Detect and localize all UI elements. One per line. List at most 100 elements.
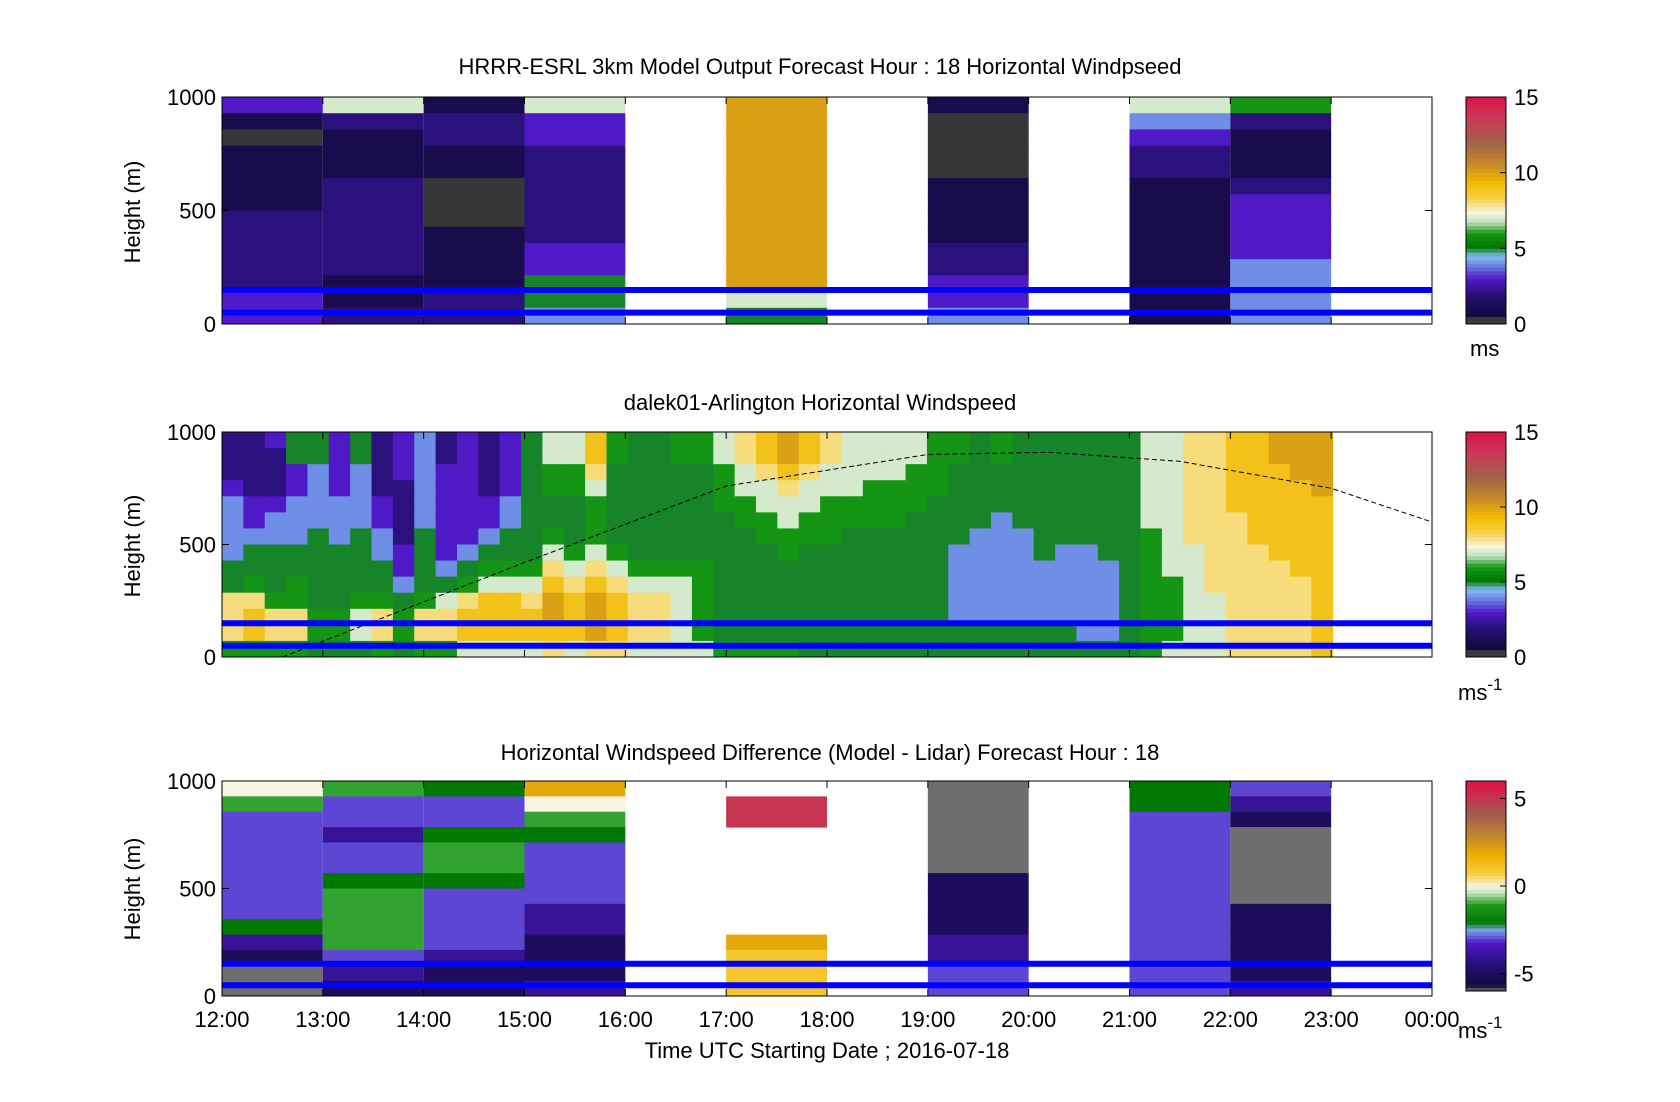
heatmap-cell — [350, 528, 372, 545]
heatmap-cell — [264, 464, 287, 481]
heatmap-cell — [478, 512, 501, 529]
heatmap-cell — [1097, 480, 1120, 497]
heatmap-cell — [820, 464, 842, 481]
heatmap-cell — [670, 528, 693, 545]
colorbar-swatch — [1466, 945, 1506, 950]
colorbar-swatch — [1466, 619, 1506, 624]
heatmap-cell — [1183, 512, 1206, 529]
heatmap-cell — [905, 480, 928, 497]
heatmap-cell — [286, 576, 308, 594]
heatmap-cell — [969, 544, 992, 562]
heatmap-cell — [435, 560, 458, 578]
heatmap-cell — [777, 528, 800, 545]
heatmap-cell — [777, 496, 800, 513]
colorbar-swatch — [1466, 858, 1506, 862]
heatmap-cell — [905, 544, 928, 562]
heatmap-cell — [435, 448, 458, 465]
heatmap-cell — [371, 480, 394, 497]
heatmap-cell — [478, 528, 501, 545]
heatmap-cell — [322, 242, 424, 260]
heatmap-cell — [1225, 432, 1248, 449]
heatmap-cell — [948, 528, 971, 545]
heatmap-cell — [1268, 592, 1291, 610]
heatmap-cell — [585, 496, 607, 513]
heatmap-cell — [1129, 903, 1231, 920]
heatmap-cell — [1183, 432, 1206, 449]
colorbar-swatch — [1466, 781, 1506, 785]
heatmap-cell — [726, 796, 827, 813]
heatmap-cell — [713, 496, 736, 513]
heatmap-cell — [435, 464, 458, 481]
colorbar-swatch — [1466, 499, 1506, 504]
heatmap-cell — [521, 544, 543, 562]
heatmap-cell — [1204, 576, 1227, 594]
colorbar-swatch — [1466, 949, 1506, 953]
panel-difference-y-ticks: 0 500 1000 — [167, 769, 1432, 1009]
colorbar-swatch — [1466, 942, 1506, 946]
heatmap-cell — [820, 624, 842, 642]
heatmap-cell — [670, 496, 693, 513]
heatmap-cell — [1183, 560, 1206, 578]
heatmap-cell — [322, 842, 424, 859]
heatmap-cell — [926, 592, 949, 610]
heatmap-cell — [542, 576, 565, 594]
x-tick-label: 12:00 — [194, 1007, 249, 1032]
heatmap-cell — [499, 448, 522, 465]
heatmap-cell — [905, 624, 928, 642]
heatmap-cell — [264, 432, 287, 449]
heatmap-cell — [1225, 544, 1248, 562]
heatmap-cell — [1247, 544, 1270, 562]
heatmap-cell — [1055, 528, 1077, 545]
heatmap-cell — [606, 496, 629, 513]
heatmap-cell — [991, 480, 1013, 497]
heatmap-cell — [1129, 129, 1231, 147]
heatmap-cell — [456, 464, 479, 481]
heatmap-cell — [478, 464, 501, 481]
heatmap-cell — [435, 512, 458, 529]
heatmap-cell — [286, 480, 308, 497]
heatmap-cell — [713, 576, 736, 594]
heatmap-cell — [563, 448, 586, 465]
heatmap-cell — [456, 512, 479, 529]
heatmap-cell — [456, 496, 479, 513]
heatmap-cell — [1161, 624, 1184, 642]
heatmap-cell — [1311, 592, 1334, 610]
y-tick-label: 0 — [204, 645, 216, 670]
heatmap-cell — [927, 965, 1029, 982]
colorbar-swatch — [1466, 131, 1506, 136]
heatmap-cell — [1140, 624, 1163, 642]
heatmap-cell — [243, 560, 266, 578]
heatmap-cell — [264, 544, 287, 562]
heatmap-cell — [841, 512, 864, 529]
panel-lidar-x-ticks — [221, 432, 1433, 657]
colorbar-swatch — [1466, 240, 1506, 246]
heatmap-cell — [585, 528, 607, 545]
heatmap-cell — [606, 528, 629, 545]
heatmap-cell — [884, 544, 906, 562]
colorbar-swatch — [1466, 612, 1506, 617]
heatmap-cell — [243, 448, 266, 465]
heatmap-cell — [499, 480, 522, 497]
heatmap-cell — [841, 576, 864, 594]
heatmap-cell — [884, 592, 906, 610]
heatmap-cell — [322, 194, 424, 211]
heatmap-cell — [524, 210, 626, 228]
heatmap-cell — [1119, 448, 1141, 465]
heatmap-cell — [798, 528, 821, 545]
colorbar-swatch — [1466, 149, 1506, 155]
heatmap-cell — [1140, 576, 1163, 594]
colorbar-swatch — [1466, 187, 1506, 193]
heatmap-cell — [1311, 560, 1334, 578]
heatmap-cell — [820, 512, 842, 529]
heatmap-cell — [1161, 496, 1184, 513]
colorbar-swatch — [1466, 282, 1506, 287]
heatmap-cell — [521, 592, 543, 610]
heatmap-cell — [926, 496, 949, 513]
heatmap-cell — [521, 512, 543, 529]
heatmap-cell — [1230, 903, 1332, 920]
colorbar-swatch — [1466, 529, 1506, 534]
colorbar-swatch — [1466, 484, 1506, 489]
heatmap-cell — [948, 512, 971, 529]
heatmap-cell — [222, 811, 323, 828]
heatmap-cell — [1129, 934, 1231, 951]
